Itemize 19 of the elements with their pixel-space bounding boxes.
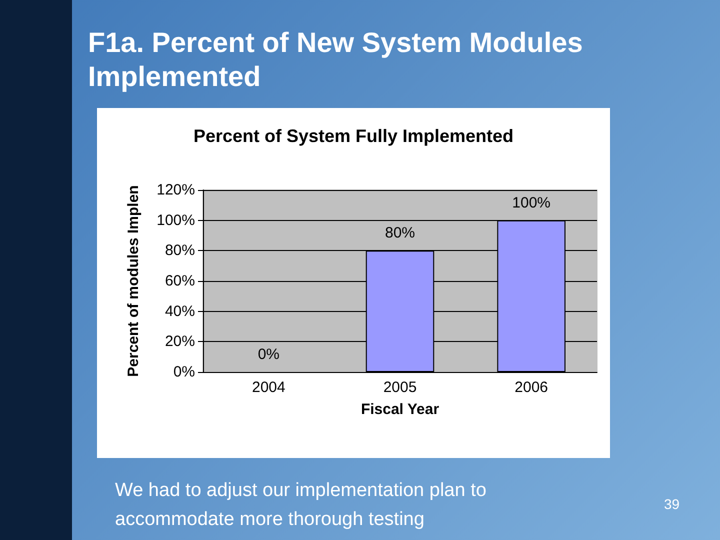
- chart-title: F1a. Percent of New System Modules Implemented: [88, 26, 584, 94]
- y-tick-label: 20%: [164, 333, 195, 350]
- text: We had to adjust our implementation plan to accommodate more thorough testing: [115, 479, 488, 532]
- y-tick-label: 100%: [156, 212, 195, 229]
- x-tick-label: 2006: [514, 379, 548, 396]
- data-label: 0%: [258, 346, 280, 363]
- x-tick-label: 2004: [252, 379, 286, 396]
- y-axis-title: Percent of modules Implen: [125, 185, 142, 377]
- y-tick-label: 40%: [164, 302, 195, 320]
- x-axis-title: Fiscal Year: [360, 401, 440, 418]
- x-tick-label: 2005: [383, 379, 417, 396]
- y-tick-label: 0%: [173, 364, 195, 380]
- text: 39: [664, 496, 680, 512]
- chart-subtitle: Percent of System Fully Implemented: [193, 126, 514, 146]
- data-label: 100%: [512, 194, 551, 212]
- y-tick-label: 80%: [164, 242, 195, 260]
- y-tick-label: 120%: [156, 182, 195, 198]
- y-tick-label: 60%: [164, 272, 195, 290]
- data-label: 80%: [384, 224, 416, 242]
